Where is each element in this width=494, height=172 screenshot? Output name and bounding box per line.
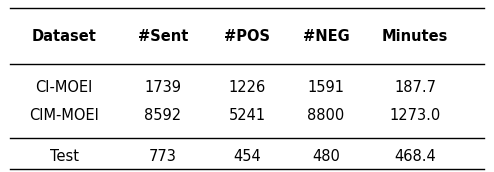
Text: 8800: 8800 xyxy=(307,108,345,123)
Text: 187.7: 187.7 xyxy=(394,80,436,95)
Text: 468.4: 468.4 xyxy=(394,149,436,164)
Text: 1591: 1591 xyxy=(308,80,344,95)
Text: #NEG: #NEG xyxy=(303,29,349,44)
Text: #POS: #POS xyxy=(224,29,270,44)
Text: Minutes: Minutes xyxy=(382,29,448,44)
Text: CIM-MOEI: CIM-MOEI xyxy=(29,108,99,123)
Text: 5241: 5241 xyxy=(228,108,266,123)
Text: CI-MOEI: CI-MOEI xyxy=(36,80,93,95)
Text: 1273.0: 1273.0 xyxy=(389,108,441,123)
Text: 480: 480 xyxy=(312,149,340,164)
Text: 1739: 1739 xyxy=(145,80,181,95)
Text: #Sent: #Sent xyxy=(138,29,188,44)
Text: 8592: 8592 xyxy=(144,108,182,123)
Text: Dataset: Dataset xyxy=(32,29,97,44)
Text: Test: Test xyxy=(50,149,79,164)
Text: 1226: 1226 xyxy=(228,80,266,95)
Text: 773: 773 xyxy=(149,149,177,164)
Text: 454: 454 xyxy=(233,149,261,164)
